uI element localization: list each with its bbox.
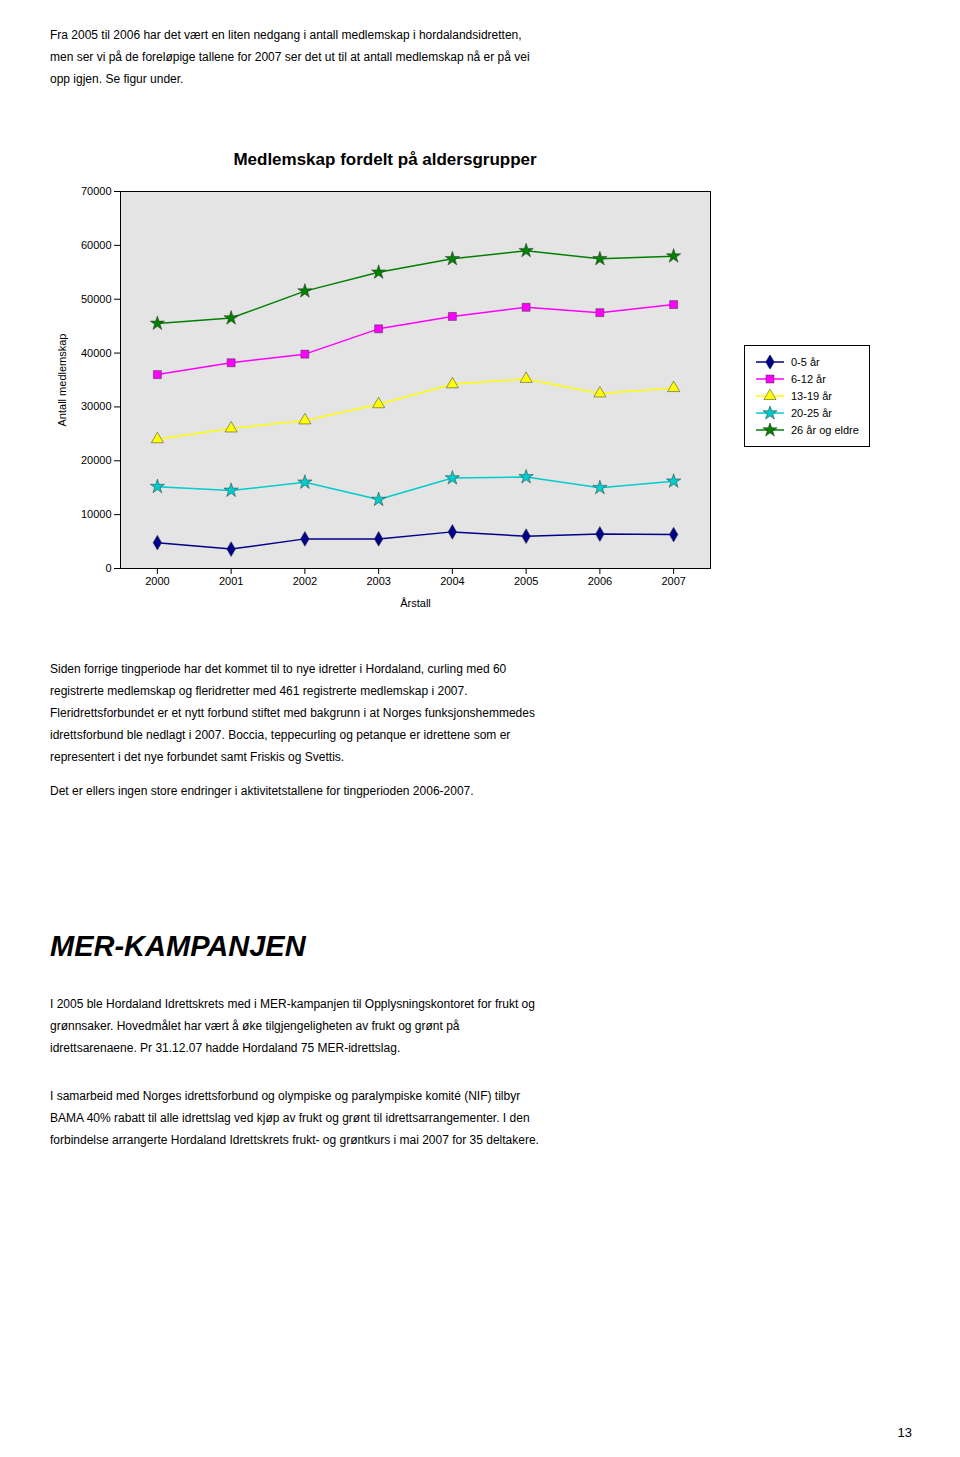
- html-text:26 år og eldre: 26 år og eldre: [791, 424, 859, 436]
- html-text:0-5 år: 0-5 år: [791, 356, 820, 368]
- html-text:opp igjen. Se figur under.: opp igjen. Se figur under.: [50, 72, 184, 86]
- html-text:MER-KAMPANJEN: MER-KAMPANJEN: [50, 930, 306, 962]
- html-text:grønnsaker. Hovedmålet har vær: grønnsaker. Hovedmålet har vært å øke ti…: [50, 1019, 460, 1033]
- svg-text:Antall medlemskap: Antall medlemskap: [56, 334, 68, 427]
- svg-text:Årstall: Årstall: [400, 597, 431, 609]
- html-text:Medlemskap fordelt på aldersgr: Medlemskap fordelt på aldersgrupper: [233, 150, 537, 169]
- html-text:representert i det nye forbund: representert i det nye forbundet samt Fr…: [50, 750, 345, 764]
- html-text:registrerte medlemskap og fler: registrerte medlemskap og fleridretter m…: [50, 684, 468, 698]
- html-text:idrettsforbund ble nedlagt i 2: idrettsforbund ble nedlagt i 2007. Bocci…: [50, 728, 511, 742]
- html-text:I 2005 ble Hordaland Idrettskr: I 2005 ble Hordaland Idrettskrets med i …: [50, 997, 535, 1011]
- html-text:Det er ellers ingen store endr: Det er ellers ingen store endringer i ak…: [50, 784, 474, 798]
- svg-text:2003: 2003: [366, 575, 390, 587]
- html-text:13: 13: [897, 1425, 912, 1440]
- svg-text:2005: 2005: [514, 575, 538, 587]
- svg-text:0: 0: [105, 562, 111, 574]
- html-text:men ser vi på de foreløpige ta: men ser vi på de foreløpige tallene for …: [50, 50, 530, 64]
- svg-text:20000: 20000: [81, 454, 112, 466]
- html-text:6-12 år: 6-12 år: [791, 373, 826, 385]
- html-text:Fra 2005 til 2006 har det vært: Fra 2005 til 2006 har det vært en liten …: [50, 28, 522, 42]
- html-text:idrettsarenaene. Pr 31.12.07 h: idrettsarenaene. Pr 31.12.07 hadde Horda…: [50, 1041, 401, 1055]
- svg-text:30000: 30000: [81, 400, 112, 412]
- html-text:Fleridrettsforbundet er et nyt: Fleridrettsforbundet er et nytt forbund …: [50, 706, 535, 720]
- svg-text:2002: 2002: [293, 575, 317, 587]
- html-text:20-25 år: 20-25 år: [791, 407, 832, 419]
- svg-text:2004: 2004: [440, 575, 464, 587]
- html-text:Siden forrige tingperiode har: Siden forrige tingperiode har det kommet…: [50, 662, 507, 676]
- svg-text:2006: 2006: [588, 575, 612, 587]
- svg-text:40000: 40000: [81, 347, 112, 359]
- html-text:forbindelse arrangerte Hordala: forbindelse arrangerte Hordaland Idretts…: [50, 1133, 539, 1147]
- svg-text:2007: 2007: [661, 575, 685, 587]
- svg-text:70000: 70000: [81, 185, 112, 197]
- svg-text:60000: 60000: [81, 239, 112, 251]
- svg-text:10000: 10000: [81, 508, 112, 520]
- svg-text:50000: 50000: [81, 293, 112, 305]
- html-text:13-19 år: 13-19 år: [791, 390, 832, 402]
- html-text:I samarbeid med Norges idretts: I samarbeid med Norges idrettsforbund og…: [50, 1089, 521, 1103]
- html-text:BAMA 40% rabatt til alle idret: BAMA 40% rabatt til alle idrettslag ved …: [50, 1111, 530, 1125]
- svg-text:2001: 2001: [219, 575, 243, 587]
- svg-text:2000: 2000: [145, 575, 169, 587]
